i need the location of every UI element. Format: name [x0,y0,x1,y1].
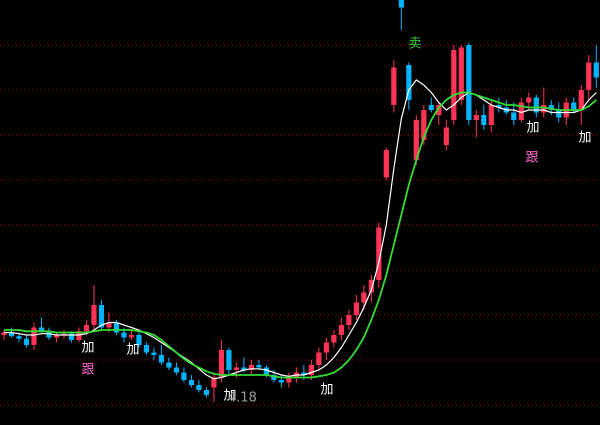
candle-body [31,327,37,345]
candle-body [68,333,75,340]
candle-body [398,0,404,8]
candle-body [263,367,269,375]
signal-label: 加 [578,131,591,146]
candle-body [511,112,517,120]
candle-body [203,390,210,395]
candle-body [218,350,225,378]
candle-body [368,280,374,293]
candle-body [361,292,367,303]
moving-average-line [4,79,597,380]
candle-body [241,367,247,370]
candle-body [286,377,292,383]
candle-body [571,102,577,110]
candle-body [406,65,412,100]
candle-body [106,322,112,328]
candle-body [113,322,120,333]
candle-body [98,305,105,328]
candle-body [451,50,457,120]
signal-label: 加 [526,121,539,136]
candle-body [211,377,217,388]
candle-body [226,350,232,370]
candle-body [526,97,532,103]
candle-body [23,338,30,345]
candle-body [1,332,7,335]
candle-body [181,372,187,380]
candle-body [188,380,195,385]
candle-body [593,62,599,78]
candle-body [376,227,382,280]
candle-body [383,150,389,178]
candle-body [346,315,352,325]
signal-label: 加 [320,383,333,398]
candle-body [556,110,562,118]
candle-body [458,47,464,100]
candle-body [578,90,584,110]
signal-label: 跟 [81,363,94,378]
candle-body [488,105,494,125]
candle-body [413,120,419,160]
signal-label: 卖 [408,37,421,52]
candle-body [496,105,502,108]
candle-body [436,105,442,115]
candle-body [481,115,487,125]
candle-body [158,355,165,363]
candle-body [316,352,322,365]
candle-body [533,97,539,113]
candle-body [308,365,314,375]
candle-body [128,335,135,338]
candle-body [331,335,337,343]
candle-body [143,345,150,353]
candle-body [443,127,449,145]
candle-body [248,365,254,370]
signal-label: 跟 [525,151,538,166]
candle-body [301,372,307,375]
candle-body [233,367,240,370]
candle-body [83,325,90,332]
candle-body [353,302,359,315]
candle-body [46,331,52,338]
candle-body [421,110,427,140]
signal-label: 加 [81,341,94,356]
candle-body [121,332,127,338]
candle-body [196,385,202,390]
candle-body [53,335,60,338]
candle-body [323,342,329,353]
candle-body [91,305,97,325]
candle-body [518,102,524,120]
candle-body [136,335,142,345]
candle-body [61,333,67,335]
candle-body [473,115,479,120]
candle-body [173,367,180,373]
signal-label: 加 [126,343,139,358]
candle-body [76,331,82,340]
candle-body [8,332,15,337]
candle-body [278,380,284,383]
candle-body [271,375,277,380]
candle-body [391,67,397,105]
candle-body [466,45,472,120]
moving-average-line [4,91,597,379]
candle-body [166,362,172,368]
candle-body [541,105,547,113]
candle-body [151,352,157,355]
candle-body [16,336,22,339]
candle-body [586,62,592,90]
candle-body [548,105,554,110]
signal-label: 加 [223,389,236,404]
candle-body [338,325,344,335]
candle-body [38,327,45,332]
candle-body [428,105,434,110]
low-price-label: 4.18 [228,391,257,406]
candle-body [256,365,262,368]
